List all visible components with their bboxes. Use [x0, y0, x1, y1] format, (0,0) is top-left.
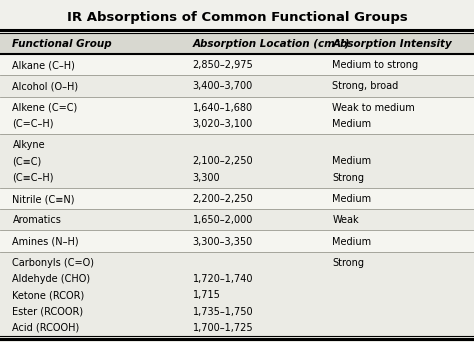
Text: Medium: Medium	[332, 157, 372, 167]
Text: 1,720–1,740: 1,720–1,740	[192, 274, 253, 284]
Bar	[0, 34, 474, 54]
Text: Weak: Weak	[332, 215, 359, 225]
Text: Amines (N–H): Amines (N–H)	[12, 237, 79, 247]
Bar	[0, 252, 474, 338]
Text: Strong: Strong	[332, 258, 365, 268]
Text: Ester (RCOOR): Ester (RCOOR)	[12, 306, 83, 317]
Text: IR Absorptions of Common Functional Groups: IR Absorptions of Common Functional Grou…	[67, 11, 407, 24]
Text: Weak to medium: Weak to medium	[332, 103, 415, 113]
Text: 3,400–3,700: 3,400–3,700	[192, 81, 253, 91]
Text: Medium: Medium	[332, 194, 372, 204]
Text: Strong: Strong	[332, 173, 365, 183]
Text: Acid (RCOOH): Acid (RCOOH)	[12, 323, 80, 333]
Text: 1,640–1,680: 1,640–1,680	[192, 103, 253, 113]
Text: Absorption Intensity: Absorption Intensity	[332, 39, 452, 49]
Bar	[0, 96, 474, 134]
Text: 2,100–2,250: 2,100–2,250	[192, 157, 253, 167]
Text: Strong, broad: Strong, broad	[332, 81, 399, 91]
Bar	[0, 134, 474, 188]
Text: 3,020–3,100: 3,020–3,100	[192, 119, 253, 129]
Text: 3,300: 3,300	[192, 173, 220, 183]
Bar	[0, 231, 474, 252]
Text: Absorption Location (cm⁻¹): Absorption Location (cm⁻¹)	[192, 39, 350, 49]
Text: Carbonyls (C=O): Carbonyls (C=O)	[12, 258, 94, 268]
Bar	[0, 209, 474, 231]
Text: Alkyne: Alkyne	[12, 140, 45, 150]
Text: Alcohol (O–H): Alcohol (O–H)	[12, 81, 79, 91]
Text: Aromatics: Aromatics	[12, 215, 61, 225]
Text: 2,850–2,975: 2,850–2,975	[192, 60, 253, 70]
Text: Medium to strong: Medium to strong	[332, 60, 419, 70]
Text: (C≡C–H): (C≡C–H)	[12, 173, 54, 183]
Text: Nitrile (C≡N): Nitrile (C≡N)	[12, 194, 75, 204]
Text: Medium: Medium	[332, 119, 372, 129]
Text: 2,200–2,250: 2,200–2,250	[192, 194, 253, 204]
Text: Medium: Medium	[332, 237, 372, 247]
Text: 1,650–2,000: 1,650–2,000	[192, 215, 253, 225]
Text: 3,300–3,350: 3,300–3,350	[192, 237, 253, 247]
Text: 1,700–1,725: 1,700–1,725	[192, 323, 253, 333]
Text: Aldehyde (CHO): Aldehyde (CHO)	[12, 274, 91, 284]
Text: (C≡C): (C≡C)	[12, 157, 42, 167]
Bar	[0, 54, 474, 75]
Bar	[0, 75, 474, 96]
Text: Ketone (RCOR): Ketone (RCOR)	[12, 290, 85, 300]
Bar	[0, 188, 474, 209]
Text: 1,715: 1,715	[192, 290, 220, 300]
Text: Alkene (C=C): Alkene (C=C)	[12, 103, 78, 113]
Text: Functional Group: Functional Group	[12, 39, 112, 49]
Text: (C=C–H): (C=C–H)	[12, 119, 54, 129]
Text: Alkane (C–H): Alkane (C–H)	[12, 60, 75, 70]
Text: 1,735–1,750: 1,735–1,750	[192, 306, 253, 317]
